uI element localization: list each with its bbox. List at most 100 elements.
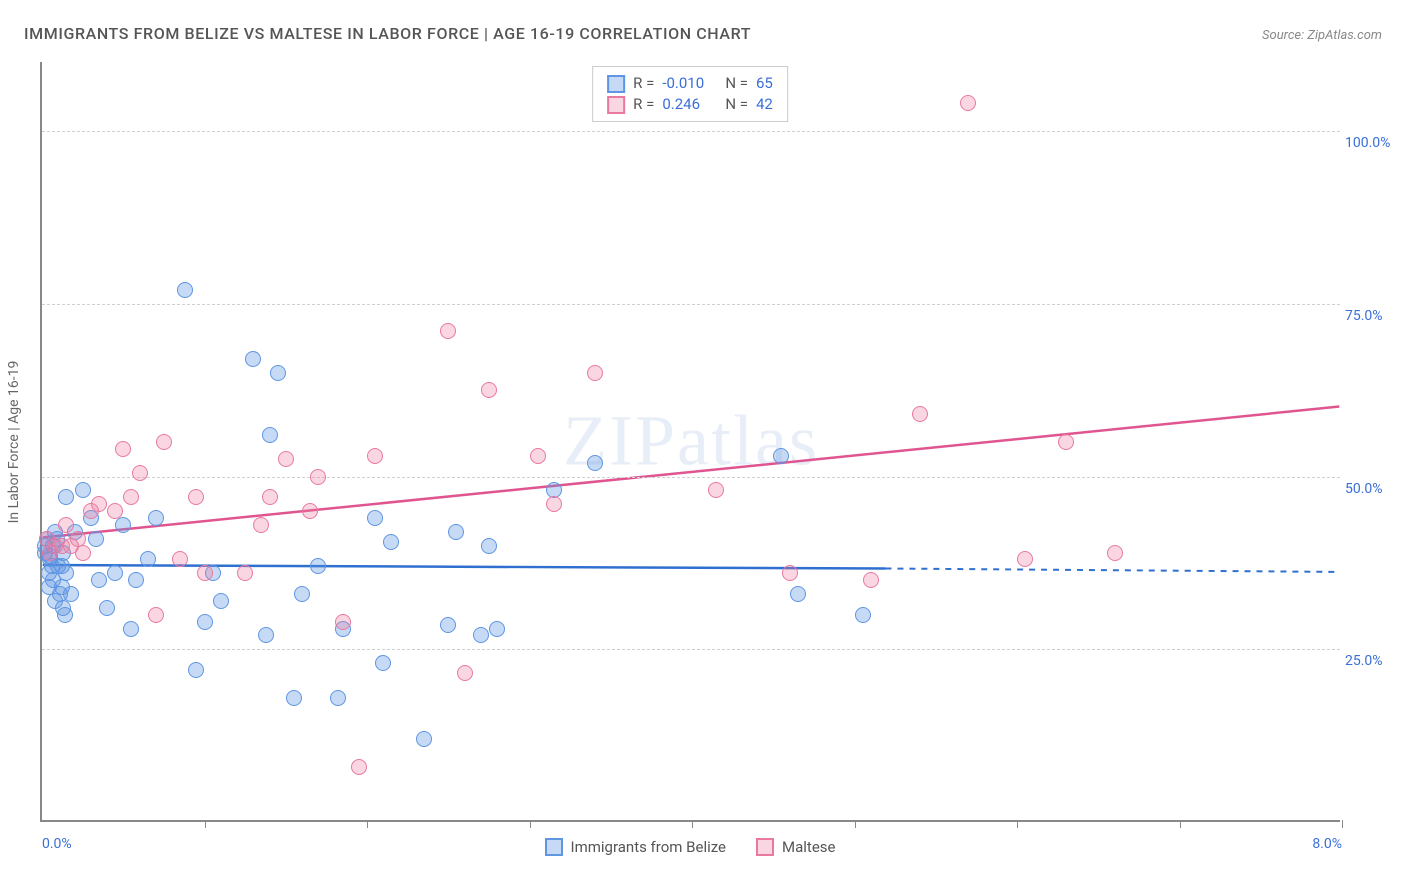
- scatter-point: [294, 586, 310, 602]
- scatter-point: [262, 427, 278, 443]
- legend-row: R =0.246N =42: [607, 94, 773, 115]
- scatter-point: [57, 607, 73, 623]
- correlation-legend: R =-0.010N =65R =0.246N =42: [592, 66, 788, 122]
- scatter-point: [546, 496, 562, 512]
- scatter-point: [1058, 434, 1074, 450]
- scatter-point: [367, 448, 383, 464]
- scatter-point: [197, 565, 213, 581]
- scatter-point: [148, 607, 164, 623]
- scatter-point: [148, 510, 164, 526]
- scatter-point: [213, 593, 229, 609]
- scatter-point: [156, 434, 172, 450]
- scatter-point: [587, 455, 603, 471]
- series-legend: Immigrants from Belize Maltese: [40, 838, 1340, 856]
- scatter-point: [63, 586, 79, 602]
- scatter-point: [960, 95, 976, 111]
- scatter-point: [457, 665, 473, 681]
- scatter-point: [140, 551, 156, 567]
- legend-item: Maltese: [756, 838, 835, 856]
- scatter-point: [123, 489, 139, 505]
- scatter-point: [107, 503, 123, 519]
- legend-n-value: 65: [756, 73, 773, 94]
- y-axis-label: In Labor Force | Age 16-19: [6, 361, 22, 524]
- scatter-point: [375, 655, 391, 671]
- scatter-point: [172, 551, 188, 567]
- scatter-point: [107, 565, 123, 581]
- scatter-point: [481, 538, 497, 554]
- scatter-point: [253, 517, 269, 533]
- trend-line: [43, 407, 1340, 538]
- legend-r-label: R =: [633, 73, 654, 94]
- scatter-point: [473, 627, 489, 643]
- x-tick: [855, 820, 856, 828]
- legend-n-value: 42: [756, 94, 773, 115]
- scatter-point: [128, 572, 144, 588]
- scatter-point: [912, 406, 928, 422]
- y-tick-label: 100.0%: [1345, 135, 1395, 151]
- scatter-point: [188, 662, 204, 678]
- scatter-point: [790, 586, 806, 602]
- scatter-point: [286, 690, 302, 706]
- scatter-point: [245, 351, 261, 367]
- scatter-point: [58, 489, 74, 505]
- scatter-point: [188, 489, 204, 505]
- scatter-point: [177, 282, 193, 298]
- x-tick: [692, 820, 693, 828]
- grid-line: [42, 649, 1340, 650]
- scatter-point: [416, 731, 432, 747]
- legend-r-value: 0.246: [662, 94, 717, 115]
- legend-label: Maltese: [782, 838, 835, 856]
- scatter-point: [708, 482, 724, 498]
- scatter-point: [258, 627, 274, 643]
- scatter-point: [367, 510, 383, 526]
- scatter-point: [302, 503, 318, 519]
- scatter-point: [88, 531, 104, 547]
- legend-swatch: [545, 838, 563, 856]
- grid-line: [42, 477, 1340, 478]
- legend-r-value: -0.010: [662, 73, 717, 94]
- scatter-point: [440, 617, 456, 633]
- scatter-point: [75, 545, 91, 561]
- scatter-point: [41, 579, 57, 595]
- chart-container: ZIPatlas 25.0%50.0%75.0%100.0%0.0%8.0% I…: [40, 62, 1340, 822]
- plot-area: ZIPatlas 25.0%50.0%75.0%100.0%0.0%8.0%: [40, 62, 1340, 822]
- source-label: Source: ZipAtlas.com: [1262, 28, 1382, 43]
- scatter-point: [123, 621, 139, 637]
- x-tick: [1017, 820, 1018, 828]
- x-tick: [205, 820, 206, 828]
- scatter-point: [310, 469, 326, 485]
- grid-line: [42, 131, 1340, 132]
- legend-swatch: [756, 838, 774, 856]
- scatter-point: [1017, 551, 1033, 567]
- scatter-point: [58, 517, 74, 533]
- scatter-point: [330, 690, 346, 706]
- scatter-point: [1107, 545, 1123, 561]
- x-tick: [1342, 820, 1343, 828]
- y-tick-label: 25.0%: [1345, 653, 1395, 669]
- legend-n-label: N =: [725, 73, 748, 94]
- x-tick: [1180, 820, 1181, 828]
- legend-item: Immigrants from Belize: [545, 838, 727, 856]
- scatter-point: [91, 572, 107, 588]
- trend-lines: [42, 62, 1340, 820]
- scatter-point: [237, 565, 253, 581]
- scatter-point: [863, 572, 879, 588]
- legend-r-label: R =: [633, 94, 654, 115]
- scatter-point: [351, 759, 367, 775]
- scatter-point: [262, 489, 278, 505]
- scatter-point: [383, 534, 399, 550]
- trend-line-extrapolated: [885, 568, 1339, 571]
- scatter-point: [270, 365, 286, 381]
- legend-swatch: [607, 96, 625, 114]
- y-tick-label: 50.0%: [1345, 481, 1395, 497]
- scatter-point: [91, 496, 107, 512]
- y-tick-label: 75.0%: [1345, 308, 1395, 324]
- scatter-point: [855, 607, 871, 623]
- scatter-point: [530, 448, 546, 464]
- legend-swatch: [607, 75, 625, 93]
- scatter-point: [278, 451, 294, 467]
- trend-line: [43, 565, 886, 568]
- header: IMMIGRANTS FROM BELIZE VS MALTESE IN LAB…: [24, 24, 1382, 43]
- scatter-point: [310, 558, 326, 574]
- scatter-point: [440, 323, 456, 339]
